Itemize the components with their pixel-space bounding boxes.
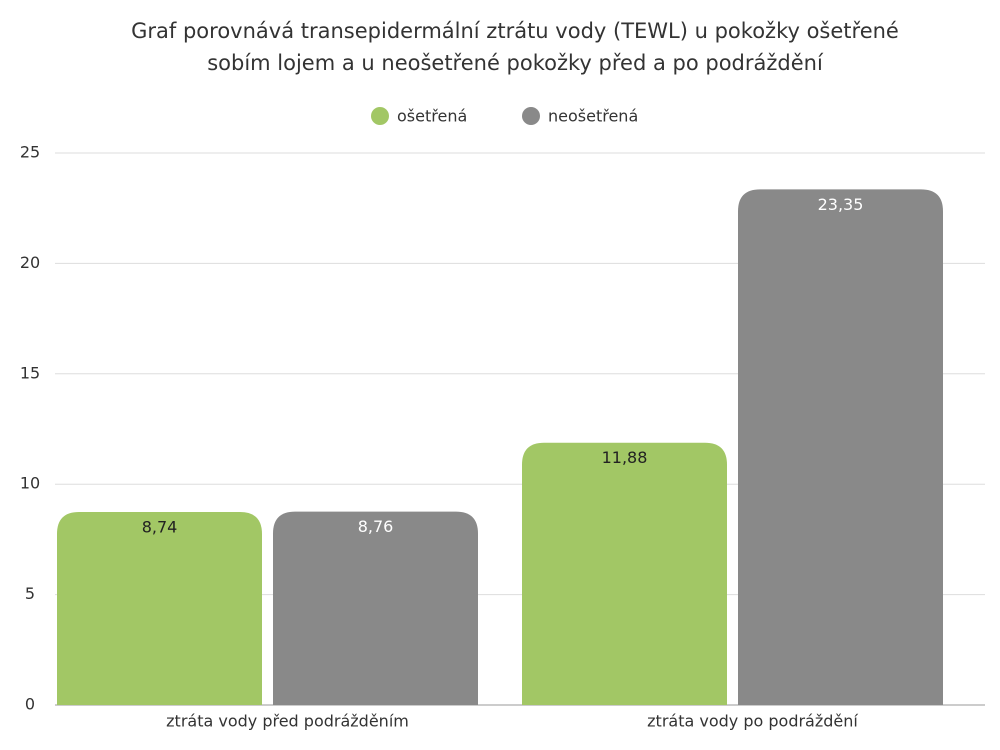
value-label: 8,74 <box>142 518 178 537</box>
y-tick-label: 25 <box>20 143 40 162</box>
legend-label: ošetřená <box>397 107 467 126</box>
chart-title: Graf porovnává transepidermální ztrátu v… <box>131 19 899 43</box>
legend-marker <box>522 107 540 125</box>
x-tick-label: ztráta vody po podráždění <box>647 712 858 731</box>
bar <box>738 189 943 705</box>
y-tick-label: 10 <box>20 474 40 493</box>
bar <box>57 512 262 705</box>
legend-marker <box>371 107 389 125</box>
x-tick-label: ztráta vody před podrážděním <box>166 712 409 731</box>
value-label: 23,35 <box>818 195 864 214</box>
y-tick-label: 20 <box>20 253 40 272</box>
value-label: 11,88 <box>602 448 648 467</box>
y-tick-label: 15 <box>20 363 40 382</box>
y-tick-label: 0 <box>25 695 35 714</box>
value-label: 8,76 <box>358 517 394 536</box>
legend-label: neošetřená <box>548 107 638 126</box>
bar <box>273 511 478 705</box>
bar <box>522 442 727 705</box>
chart-title: sobím lojem a u neošetřené pokožky před … <box>207 51 824 75</box>
y-tick-label: 5 <box>25 584 35 603</box>
